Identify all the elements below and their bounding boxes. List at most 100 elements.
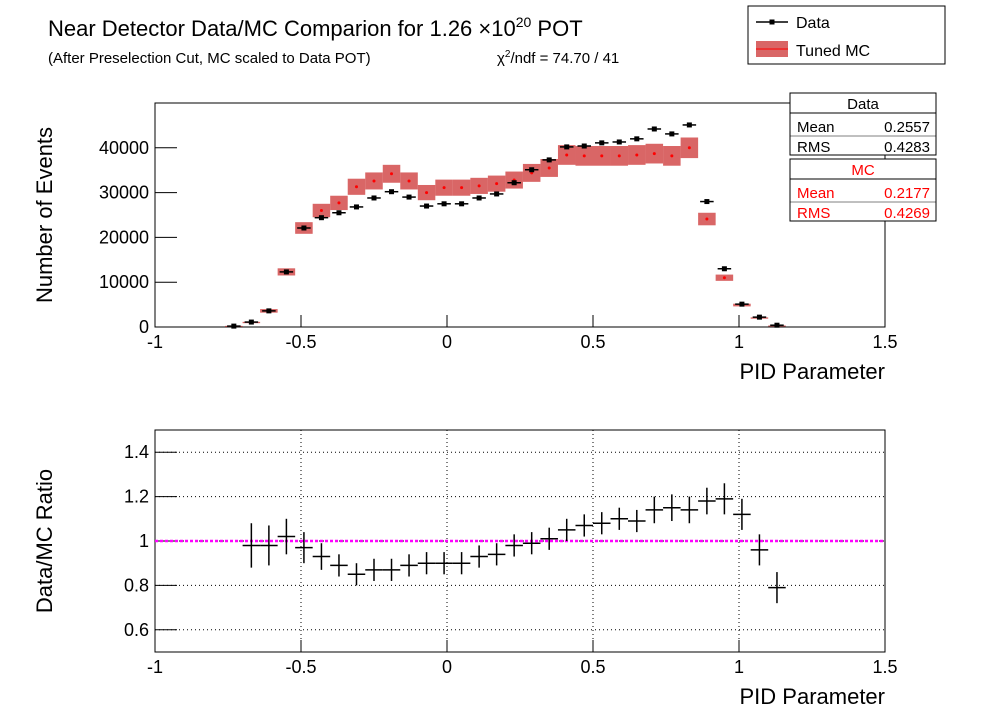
data-marker [389, 189, 395, 195]
data-marker [564, 144, 570, 150]
x-tick-label: 1.5 [872, 657, 897, 677]
annotation-part: /ndf = 74.70 / 41 [510, 50, 619, 67]
mc-marker [319, 209, 323, 213]
data-marker [546, 157, 552, 163]
data-marker [476, 195, 482, 201]
y-tick-label: 1 [139, 531, 149, 551]
stats-label: RMS [797, 139, 830, 156]
data-marker [599, 140, 605, 146]
stats-title: Data [847, 96, 879, 113]
y-tick-label: 0.8 [124, 575, 149, 595]
y-tick-label: 30000 [99, 183, 149, 203]
y-tick-label: 1.4 [124, 442, 149, 462]
x-tick-label: 1.5 [872, 332, 897, 352]
x-tick-label: -1 [147, 657, 163, 677]
data-marker [371, 195, 377, 201]
y-tick-label: 10000 [99, 272, 149, 292]
stats-label: RMS [797, 205, 830, 222]
x-tick-label: 0 [442, 332, 452, 352]
title-part: Near Detector Data/MC Comparion for 1.26… [48, 16, 516, 41]
data-marker [704, 199, 710, 205]
mc-marker [477, 184, 481, 188]
data-marker [756, 314, 762, 320]
mc-marker [582, 154, 586, 158]
data-marker [248, 319, 254, 325]
x-tick-label: -0.5 [285, 332, 316, 352]
mc-marker [547, 166, 551, 170]
legend-label: Data [796, 15, 830, 32]
mc-marker [705, 217, 709, 221]
annotation-sup: 2 [505, 49, 511, 60]
x-tick-label: 0 [442, 657, 452, 677]
y-tick-label: 40000 [99, 138, 149, 158]
mc-marker [390, 172, 394, 176]
data-marker [459, 201, 465, 207]
data-marker [511, 180, 517, 186]
mc-marker [354, 185, 358, 189]
legend-label: Tuned MC [796, 43, 870, 60]
data-marker [686, 122, 692, 128]
stats-label: Mean [797, 119, 835, 136]
stats-title: MC [851, 162, 874, 179]
mc-marker [337, 201, 341, 205]
data-marker [231, 323, 237, 329]
data-marker [301, 225, 307, 231]
data-marker [494, 191, 500, 197]
mc-marker [495, 182, 499, 186]
data-marker [529, 167, 535, 173]
data-marker [283, 269, 289, 275]
data-marker [336, 210, 342, 216]
data-marker [616, 139, 622, 145]
mc-marker [617, 154, 621, 158]
mc-marker [565, 153, 569, 157]
data-marker [318, 215, 324, 221]
y-axis-label: Data/MC Ratio [32, 469, 57, 613]
stats-value: 0.2177 [884, 185, 930, 202]
annotation: χ2/ndf = 74.70 / 41 [497, 49, 619, 67]
data-marker [266, 308, 272, 314]
mc-marker [687, 146, 691, 150]
y-tick-label: 0.6 [124, 620, 149, 640]
title-sup: 20 [516, 14, 532, 30]
stats-box [789, 158, 937, 222]
data-marker [721, 266, 727, 272]
y-tick-label: 1.2 [124, 487, 149, 507]
x-tick-label: 1 [734, 332, 744, 352]
x-axis-label: PID Parameter [740, 684, 886, 709]
title-part: POT [531, 16, 582, 41]
x-tick-label: -1 [147, 332, 163, 352]
x-tick-label: 1 [734, 657, 744, 677]
x-axis-label: PID Parameter [740, 359, 886, 384]
data-marker [424, 203, 430, 209]
chart-title: Near Detector Data/MC Comparion for 1.26… [48, 14, 583, 41]
data-marker [669, 131, 675, 137]
mc-marker [670, 154, 674, 158]
data-marker [353, 204, 359, 210]
data-marker [406, 194, 412, 200]
subtitle: (After Preselection Cut, MC scaled to Da… [48, 50, 371, 67]
stats-value: 0.4269 [884, 205, 930, 222]
mc-marker [652, 152, 656, 156]
data-marker [441, 201, 447, 207]
data-marker [774, 322, 780, 328]
mc-marker [442, 186, 446, 190]
data-marker [739, 301, 745, 307]
mc-marker [600, 154, 604, 158]
stats-value: 0.2557 [884, 119, 930, 136]
mc-marker [372, 179, 376, 183]
stats-box [789, 92, 937, 156]
mc-marker [460, 186, 464, 190]
data-marker [634, 136, 640, 142]
annotation-part: χ [497, 50, 505, 67]
mc-marker [722, 276, 726, 280]
x-tick-label: 0.5 [580, 657, 605, 677]
x-tick-label: 0.5 [580, 332, 605, 352]
legend-marker [769, 19, 775, 25]
mc-marker [425, 191, 429, 195]
stats-label: Mean [797, 185, 835, 202]
y-axis-label: Number of Events [32, 127, 57, 303]
mc-marker [635, 153, 639, 157]
y-tick-label: 20000 [99, 227, 149, 247]
mc-marker [407, 179, 411, 183]
